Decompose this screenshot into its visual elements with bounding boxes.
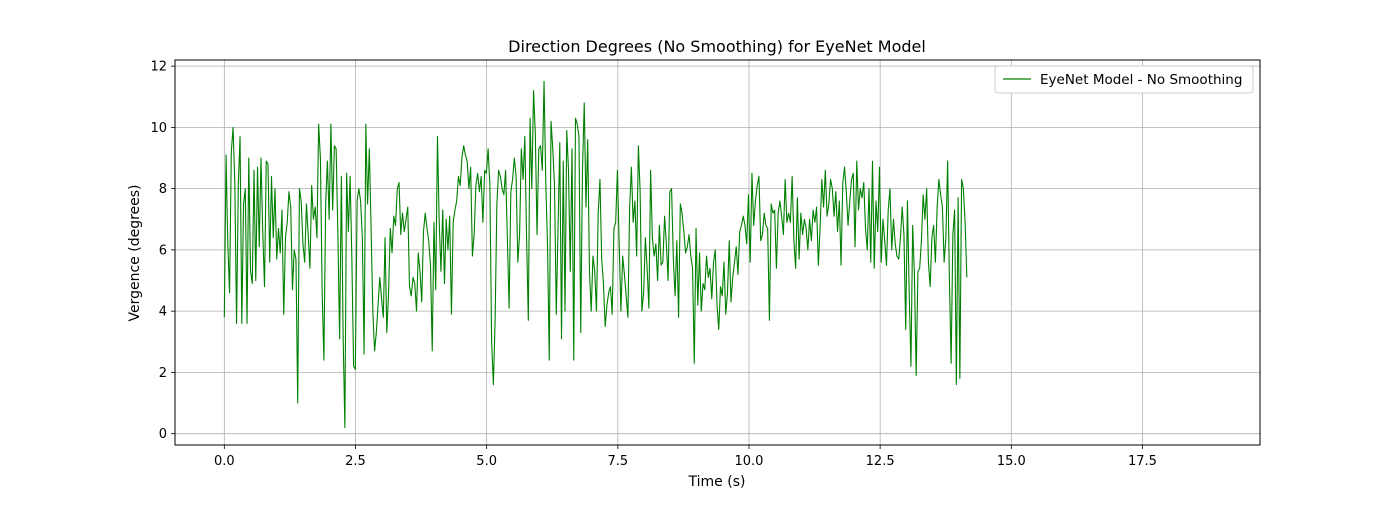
x-tick-label: 0.0 <box>214 454 235 469</box>
y-tick-label: 6 <box>159 243 167 258</box>
x-tick-label: 17.5 <box>1128 454 1157 469</box>
x-tick-label: 5.0 <box>476 454 497 469</box>
y-tick-label: 4 <box>159 305 167 320</box>
y-tick-label: 8 <box>159 182 167 197</box>
x-tick-label: 2.5 <box>345 454 366 469</box>
legend-label: EyeNet Model - No Smoothing <box>1040 72 1242 88</box>
legend: EyeNet Model - No Smoothing <box>994 65 1254 94</box>
x-tick-label: 15.0 <box>997 454 1026 469</box>
x-axis-label: Time (s) <box>688 474 746 490</box>
plot-frame <box>174 59 1261 446</box>
y-tick-label: 2 <box>159 366 167 381</box>
x-tick-label: 10.0 <box>735 454 764 469</box>
legend-box <box>994 65 1254 94</box>
y-axis-label: Vergence (degrees) <box>127 184 143 321</box>
x-tick-label: 12.5 <box>866 454 895 469</box>
y-tick-label: 0 <box>159 427 167 442</box>
y-tick-label: 12 <box>150 60 167 75</box>
chart-title: Direction Degrees (No Smoothing) for Eye… <box>508 37 926 56</box>
y-tick-label: 10 <box>150 121 167 136</box>
x-tick-label: 7.5 <box>607 454 628 469</box>
series-line <box>223 80 968 429</box>
